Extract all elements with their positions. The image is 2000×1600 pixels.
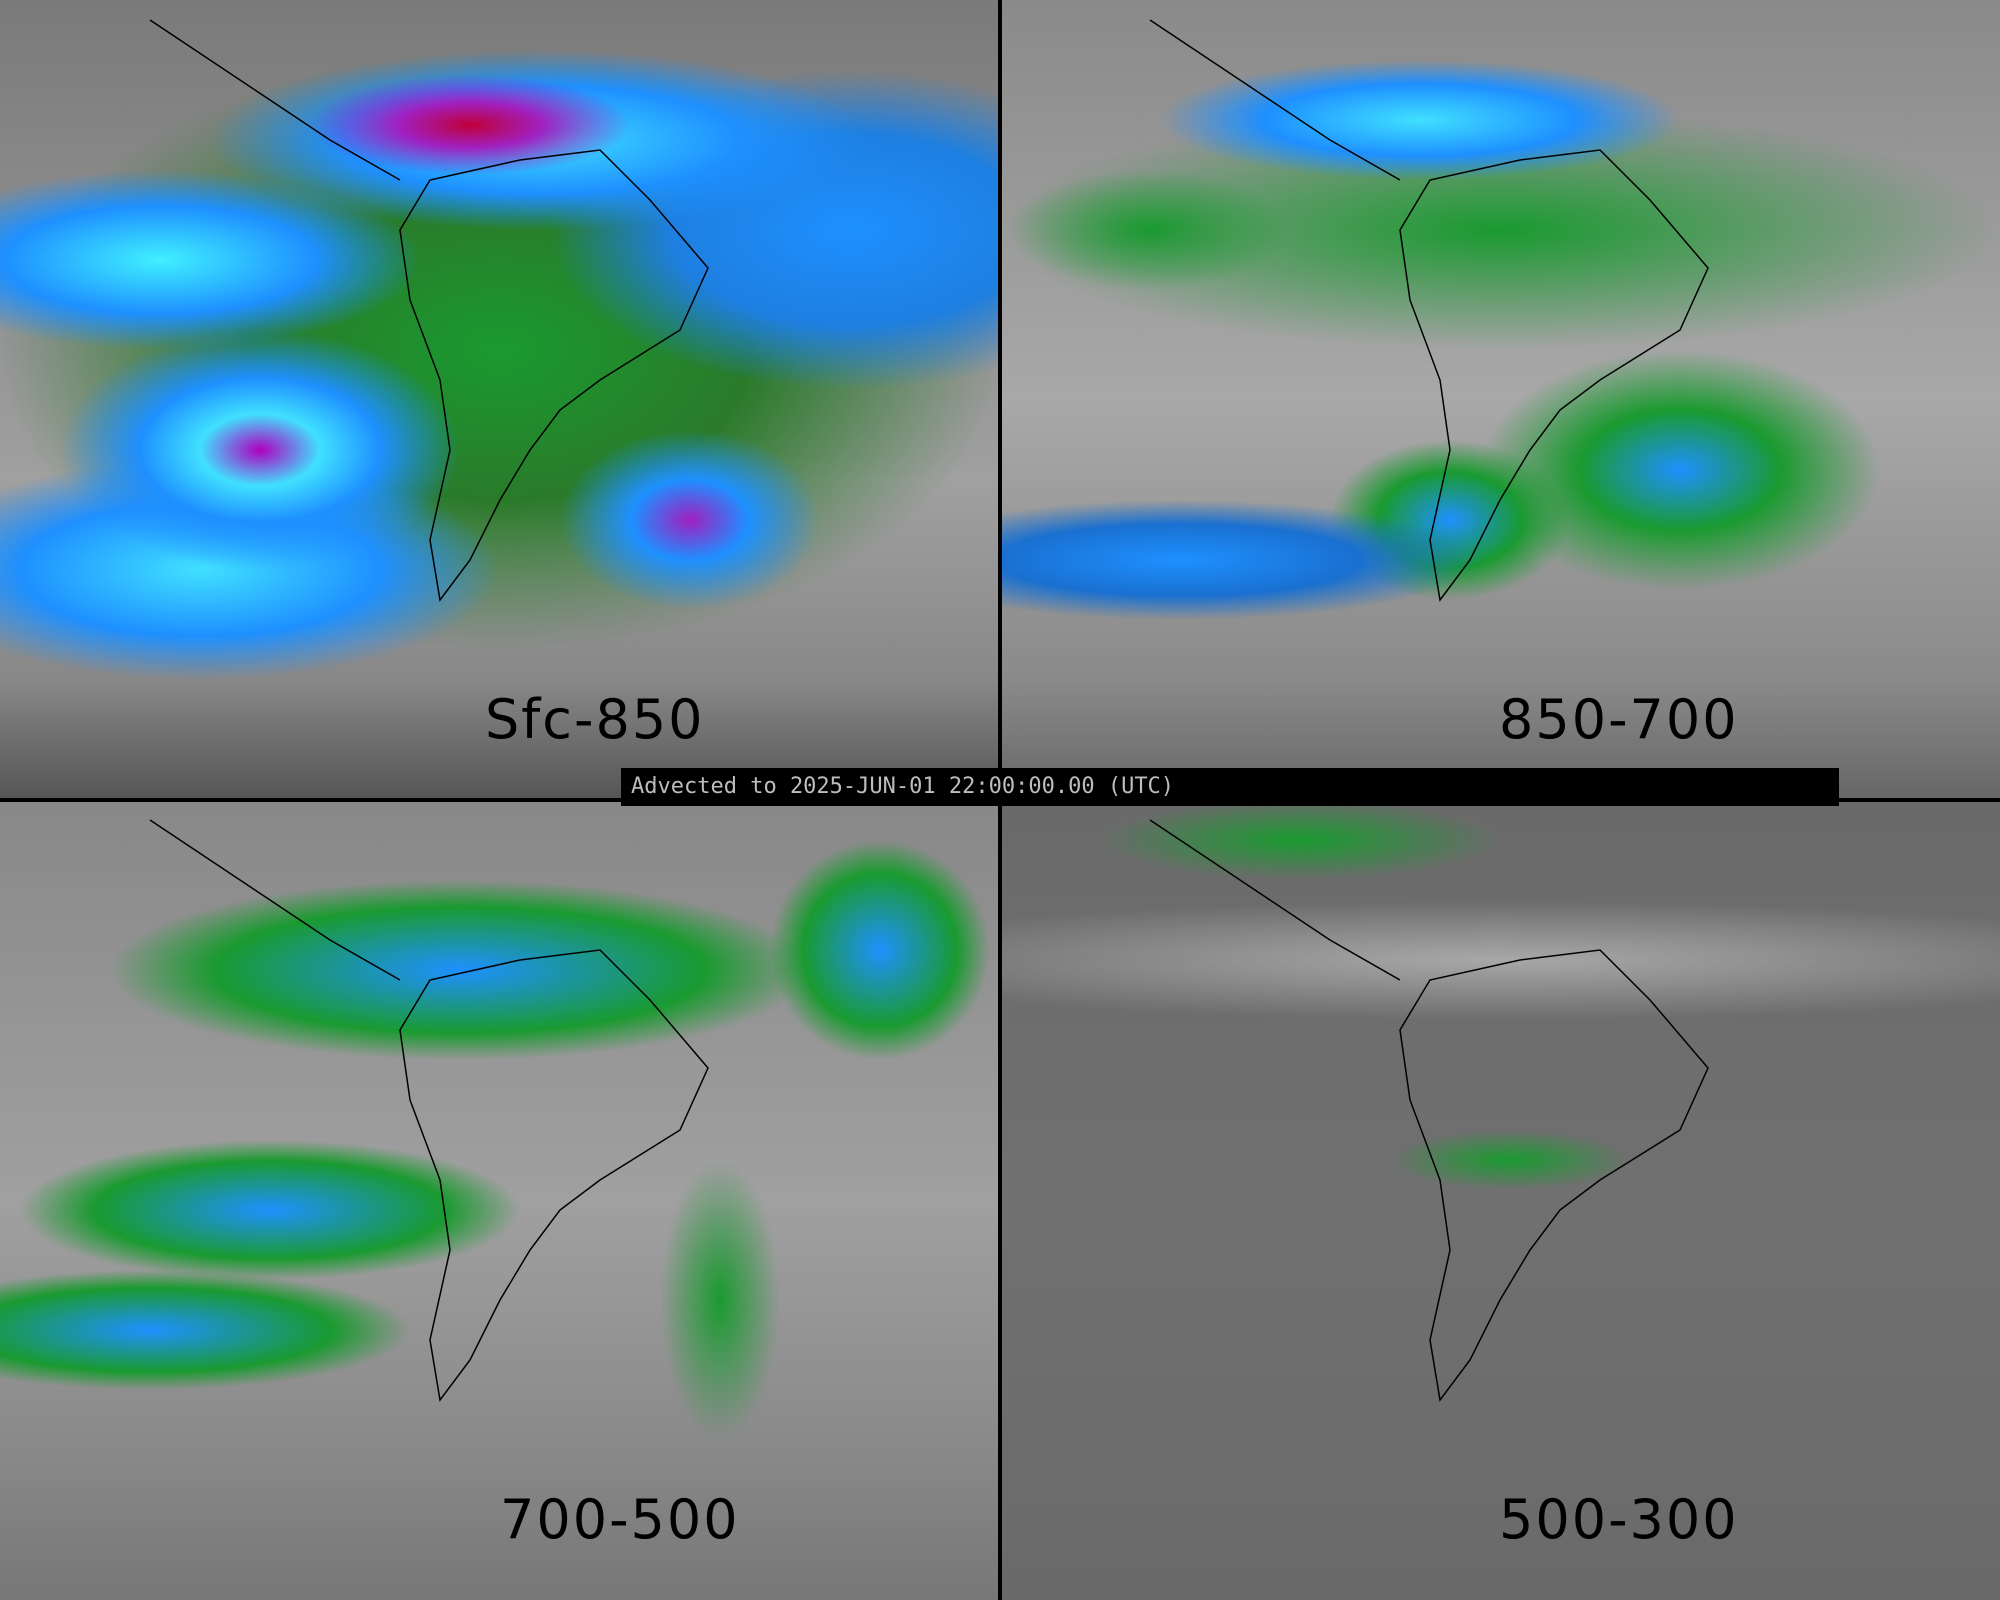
panel-label: 850-700	[1499, 688, 1739, 751]
coastline-outline	[1149, 819, 1709, 1402]
coastline-outline	[149, 819, 709, 1402]
panel-label: 500-300	[1499, 1488, 1739, 1551]
coastline-outline	[149, 19, 709, 602]
panel-label: 700-500	[500, 1488, 740, 1551]
advection-time-banner: Advected to 2025-JUN-01 22:00:00.00 (UTC…	[621, 768, 1839, 806]
coastline-outline	[1149, 19, 1709, 602]
panel-label: Sfc-850	[485, 688, 705, 751]
panel-700-500: 700-500	[0, 800, 1000, 1600]
panel-sfc-850: Sfc-850	[0, 0, 1000, 800]
panel-500-300: 500-300	[1000, 800, 2000, 1600]
panel-850-700: 850-700	[1000, 0, 2000, 800]
